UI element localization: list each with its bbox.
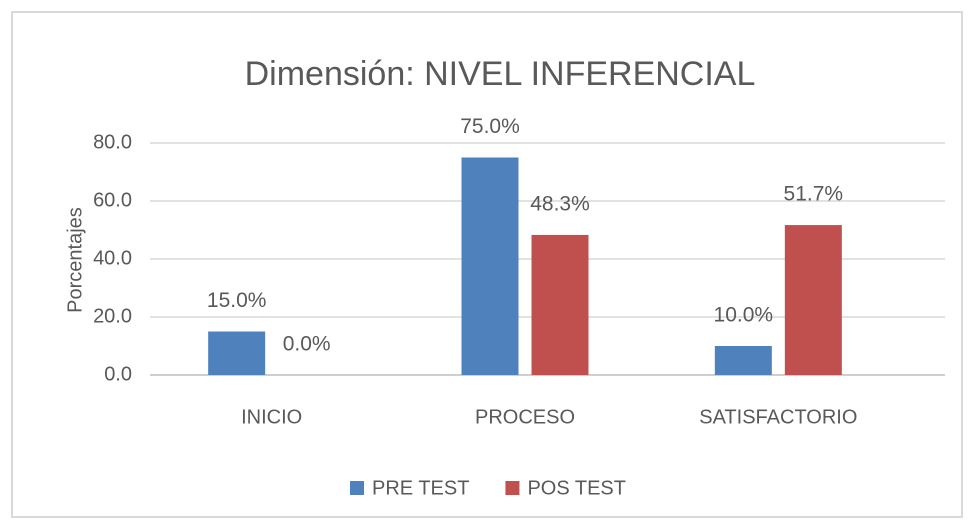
bar: [208, 331, 266, 375]
x-tick-label: SATISFACTORIO: [699, 406, 857, 428]
legend-swatch: [350, 481, 364, 495]
data-label: 48.3%: [530, 192, 590, 215]
data-label: 0.0%: [283, 333, 331, 356]
data-label: 75.0%: [460, 115, 520, 138]
bar: [531, 234, 589, 375]
y-axis-title: Porcentajes: [64, 207, 86, 313]
data-label: 15.0%: [207, 289, 267, 312]
legend-label: POS TEST: [527, 477, 626, 499]
y-tick-label: 0.0: [104, 363, 132, 385]
y-tick-label: 20.0: [93, 305, 132, 327]
x-tick-label: INICIO: [241, 406, 302, 428]
chart-title: Dimensión: NIVEL INFERENCIAL: [245, 55, 756, 93]
y-tick-label: 80.0: [93, 131, 132, 153]
data-label: 10.0%: [714, 304, 774, 327]
bar: [784, 225, 842, 375]
y-tick-label: 60.0: [93, 189, 132, 211]
x-tick-label: PROCESO: [475, 406, 575, 428]
data-label: 51.7%: [784, 183, 844, 206]
legend-label: PRE TEST: [372, 477, 469, 499]
legend-swatch: [505, 481, 520, 495]
y-tick-label: 40.0: [93, 247, 132, 269]
bar: [461, 157, 519, 375]
bar: [714, 346, 772, 375]
